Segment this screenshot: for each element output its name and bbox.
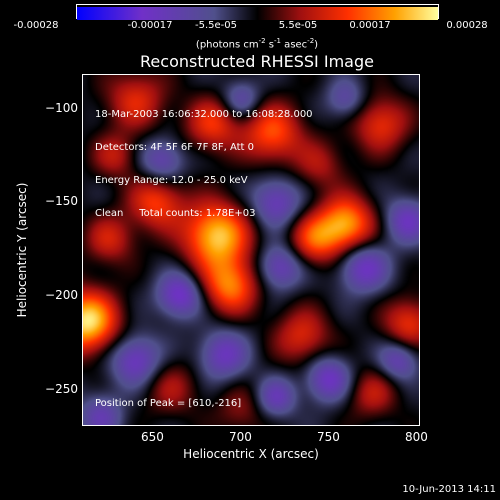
info-clean-counts: Clean Total counts: 1.78E+03 bbox=[95, 208, 256, 219]
y-tick-label: −200 bbox=[45, 287, 78, 302]
heatmap-image bbox=[83, 75, 419, 425]
y-axis-label: Heliocentric Y (arcsec) bbox=[15, 182, 29, 318]
plot-area: 18-Mar-2003 16:06:32.000 to 16:08:28.000… bbox=[82, 74, 420, 426]
y-tick-label: −250 bbox=[45, 381, 78, 396]
info-detectors: Detectors: 4F 5F 6F 7F 8F, Att 0 bbox=[95, 142, 255, 153]
plot-title: Reconstructed RHESSI Image bbox=[140, 52, 374, 71]
colorbar-tick: -5.5e-05 bbox=[195, 20, 237, 31]
x-tick-label: 650 bbox=[140, 430, 164, 444]
info-energy-range: Energy Range: 12.0 - 25.0 keV bbox=[95, 175, 248, 186]
x-axis-label: Heliocentric X (arcsec) bbox=[183, 447, 319, 461]
peak-position-text: Position of Peak = [610,-216] bbox=[95, 398, 242, 409]
footer-timestamp: 10-Jun-2013 14:11 bbox=[402, 484, 496, 495]
colorbar-tick: -0.00028 bbox=[13, 20, 59, 31]
colorbar-tick: 0.00028 bbox=[446, 20, 488, 31]
colorbar bbox=[76, 4, 439, 20]
x-tick-label: 800 bbox=[405, 430, 428, 444]
colorbar-tick: 5.5e-05 bbox=[278, 20, 318, 31]
info-time-range: 18-Mar-2003 16:06:32.000 to 16:08:28.000 bbox=[95, 109, 313, 120]
x-tick-label: 750 bbox=[317, 430, 340, 444]
y-tick-label: −100 bbox=[45, 100, 78, 115]
observation-info: 18-Mar-2003 16:06:32.000 to 16:08:28.000… bbox=[95, 87, 313, 241]
y-tick-label: −150 bbox=[45, 194, 78, 209]
colorbar-tick: -0.00017 bbox=[127, 20, 173, 31]
x-tick-label: 700 bbox=[228, 430, 252, 444]
colorbar-units-label: (photons cm-2 s-1 asec-2) bbox=[195, 37, 319, 51]
colorbar-tick: 0.00017 bbox=[349, 20, 391, 31]
